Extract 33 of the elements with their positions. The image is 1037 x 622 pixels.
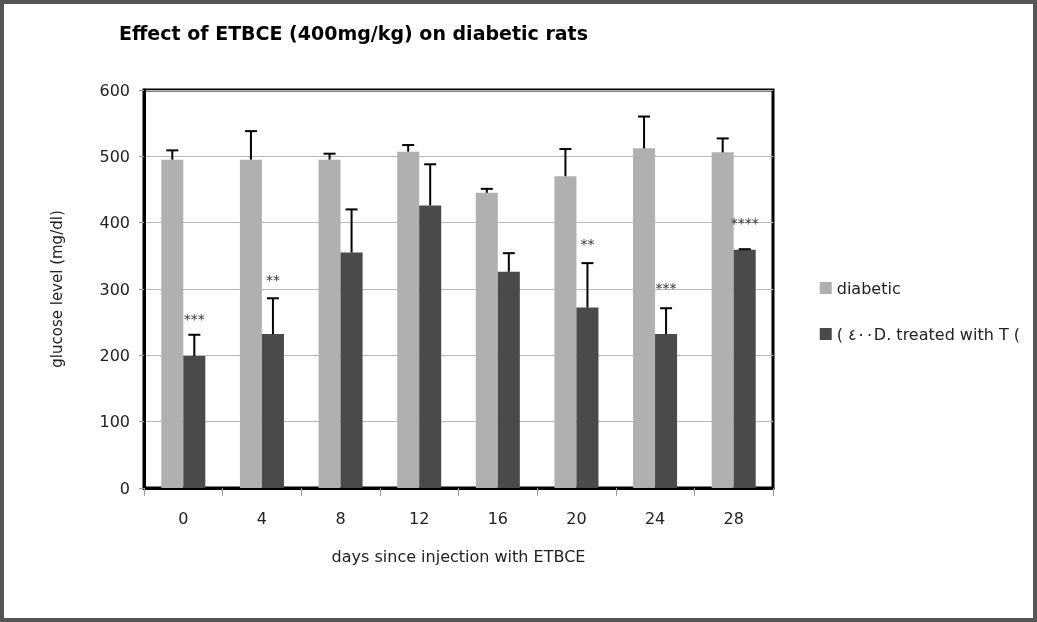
bar xyxy=(340,252,363,488)
x-tick-label: 12 xyxy=(409,508,430,528)
annotation: **** xyxy=(730,214,759,231)
y-tick-label: 600 xyxy=(99,80,130,100)
x-tick-label: 24 xyxy=(644,508,666,528)
bar xyxy=(733,249,756,488)
annotation: ** xyxy=(265,272,280,289)
x-tick-label: 20 xyxy=(566,508,587,528)
x-tick-label: 16 xyxy=(487,508,508,528)
legend-label: diabetic xyxy=(836,278,901,298)
annotation: *** xyxy=(183,310,205,327)
x-tick-label: 4 xyxy=(256,508,268,528)
y-tick-label: 300 xyxy=(99,279,130,299)
annotation: *** xyxy=(655,280,677,297)
y-tick-label: 400 xyxy=(99,213,130,233)
x-tick-label: 28 xyxy=(723,508,744,528)
bar xyxy=(576,307,599,488)
bar xyxy=(497,271,520,488)
x-tick-label: 0 xyxy=(178,508,189,528)
annotation: ** xyxy=(580,235,595,252)
bar xyxy=(183,356,206,488)
bar xyxy=(261,334,284,488)
y-tick-label: 500 xyxy=(99,146,130,166)
x-tick-label: 8 xyxy=(335,508,346,528)
bar xyxy=(655,334,678,488)
y-tick-label: 200 xyxy=(99,345,130,365)
x-axis-title: days since injection with ETBCE xyxy=(331,546,586,566)
chart-title: Effect of ETBCE (400mg/kg) on diabetic rats xyxy=(119,21,588,44)
y-axis-title: glucose level (mg/dl) xyxy=(47,210,66,368)
y-tick-label: 100 xyxy=(99,412,130,432)
legend-label: ( ٤٠٠D. treated with T ( xyxy=(836,324,1021,344)
y-tick-label: 0 xyxy=(119,478,130,498)
bar xyxy=(419,205,442,488)
